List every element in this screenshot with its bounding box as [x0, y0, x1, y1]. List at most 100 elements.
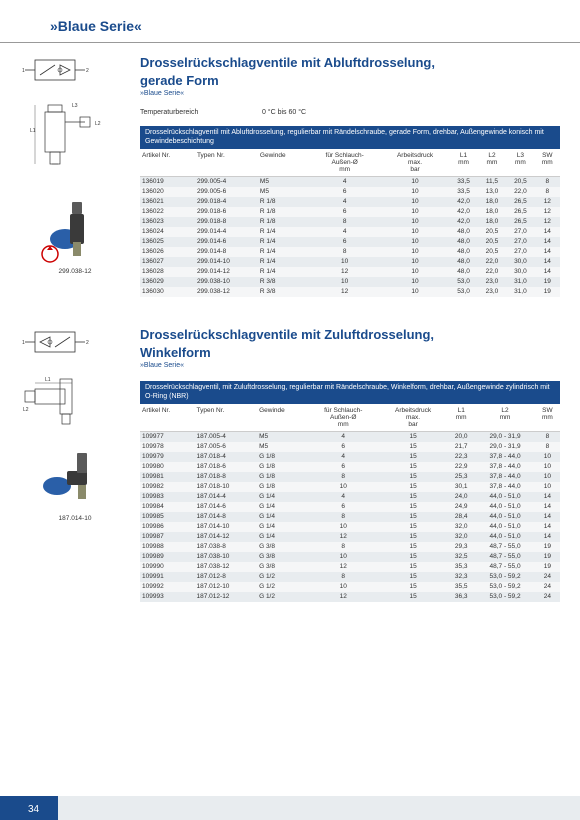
table-cell: R 3/8	[258, 277, 309, 287]
temp-label: Temperaturbereich	[140, 109, 260, 116]
table-cell: R 1/8	[258, 207, 309, 217]
table-cell: 15	[379, 462, 447, 472]
table-cell: 10	[381, 287, 450, 297]
table-cell: 10	[535, 462, 560, 472]
product-photo-1: 299.038-12	[20, 184, 130, 275]
table-cell: 6	[309, 237, 381, 247]
table-cell: 15	[379, 582, 447, 592]
table-row: 136020299.005-6M561033,513,022,08	[140, 187, 560, 197]
table-cell: 15	[379, 452, 447, 462]
table-cell: G 1/8	[257, 462, 307, 472]
section-2-banner: Drosselrückschlagventil, mit Zuluftdross…	[140, 381, 560, 404]
photo-caption-2: 187.014-10	[20, 515, 130, 522]
table-cell: 136023	[140, 217, 195, 227]
table-cell: R 1/8	[258, 217, 309, 227]
col-header: Gewinde	[258, 149, 309, 177]
table-cell: G 1/8	[257, 452, 307, 462]
table-cell: 8	[535, 442, 560, 452]
col-header: Typen Nr.	[195, 149, 258, 177]
col-header: für Schlauch-Außen-Ømm	[307, 404, 379, 432]
section-2-series: »Blaue Serie«	[140, 362, 560, 369]
table-row: 109989187.038-10G 3/8101532,548,7 - 55,0…	[140, 552, 560, 562]
table-cell: 187.038-8	[195, 542, 258, 552]
table-cell: 187.018-10	[195, 482, 258, 492]
table-cell: 10	[307, 582, 379, 592]
section-1-banner: Drosselrückschlagventil mit Abluftdrosse…	[140, 126, 560, 149]
table-cell: 109983	[140, 492, 195, 502]
table-cell: 4	[309, 176, 381, 187]
table-cell: 19	[535, 552, 560, 562]
table-cell: 48,0	[449, 227, 477, 237]
table-cell: 109984	[140, 502, 195, 512]
section-1-title-2: gerade Form	[140, 73, 560, 89]
product-photo-2: 187.014-10	[20, 441, 130, 522]
header-title: »Blaue Serie«	[50, 18, 580, 34]
table-cell: 299.038-12	[195, 287, 258, 297]
table-cell: 27,0	[506, 237, 534, 247]
table-cell: 44,0 - 51,0	[475, 492, 534, 502]
table-cell: 15	[379, 442, 447, 452]
table-cell: G 1/4	[257, 492, 307, 502]
svg-text:2: 2	[86, 68, 89, 74]
table-cell: 42,0	[449, 197, 477, 207]
table-cell: 32,0	[447, 522, 475, 532]
table-cell: 53,0	[449, 287, 477, 297]
table-cell: G 1/4	[257, 502, 307, 512]
col-header: Typen Nr.	[195, 404, 258, 432]
section-2: 1 2 L1 L2	[20, 327, 560, 602]
table-cell: 25,3	[447, 472, 475, 482]
col-header: L1mm	[447, 404, 475, 432]
table-row: 109992187.012-10G 1/2101535,553,0 - 59,2…	[140, 582, 560, 592]
table-cell: 28,4	[447, 512, 475, 522]
table-row: 136024299.014-4R 1/441048,020,527,014	[140, 227, 560, 237]
table-cell: 26,5	[506, 197, 534, 207]
table-cell: 109979	[140, 452, 195, 462]
table-cell: 22,0	[478, 257, 506, 267]
table-cell: 33,5	[449, 176, 477, 187]
table-cell: 109978	[140, 442, 195, 452]
symbol-diagram-1: 1 2	[20, 55, 130, 87]
table-row: 136028299.014-12R 1/4121048,022,030,014	[140, 267, 560, 277]
table-cell: R 1/4	[258, 247, 309, 257]
table-cell: 12	[535, 217, 560, 227]
table-cell: 11,5	[478, 176, 506, 187]
photo-caption-1: 299.038-12	[20, 268, 130, 275]
table-cell: 109977	[140, 431, 195, 442]
table-cell: 109989	[140, 552, 195, 562]
col-header: Artikel Nr.	[140, 404, 195, 432]
table-cell: 27,0	[506, 227, 534, 237]
table-cell: 24	[535, 572, 560, 582]
table-cell: 4	[307, 492, 379, 502]
table-cell: 6	[307, 462, 379, 472]
table-cell: 44,0 - 51,0	[475, 522, 534, 532]
table-cell: 15	[379, 431, 447, 442]
col-header: Arbeitsdruckmax.bar	[381, 149, 450, 177]
table-cell: 6	[307, 442, 379, 452]
table-cell: 299.014-8	[195, 247, 258, 257]
table-row: 136021299.018-4R 1/841042,018,026,512	[140, 197, 560, 207]
table-cell: 109991	[140, 572, 195, 582]
table-cell: 15	[379, 502, 447, 512]
table-cell: 8	[307, 512, 379, 522]
table-cell: 109985	[140, 512, 195, 522]
table-cell: 109987	[140, 532, 195, 542]
table-row: 109991187.012-8G 1/281532,353,0 - 59,224	[140, 572, 560, 582]
table-cell: 14	[535, 247, 560, 257]
table-cell: 26,5	[506, 207, 534, 217]
table-cell: 136030	[140, 287, 195, 297]
table-cell: 48,7 - 55,0	[475, 562, 534, 572]
table-cell: R 1/4	[258, 257, 309, 267]
table-cell: 187.005-4	[195, 431, 258, 442]
table-cell: 10	[381, 277, 450, 287]
table-cell: 299.018-4	[195, 197, 258, 207]
table-cell: 15	[379, 592, 447, 602]
col-header: für Schlauch-Außen-Ømm	[309, 149, 381, 177]
section-1-right: Drosselrückschlagventile mit Abluftdross…	[140, 55, 560, 297]
table-cell: 187.018-8	[195, 472, 258, 482]
table-cell: 136021	[140, 197, 195, 207]
section-2-table: Artikel Nr.Typen Nr.Gewindefür Schlauch-…	[140, 404, 560, 602]
table-cell: 12	[307, 592, 379, 602]
table-cell: G 3/8	[257, 542, 307, 552]
table-cell: G 3/8	[257, 562, 307, 572]
table-cell: 136027	[140, 257, 195, 267]
